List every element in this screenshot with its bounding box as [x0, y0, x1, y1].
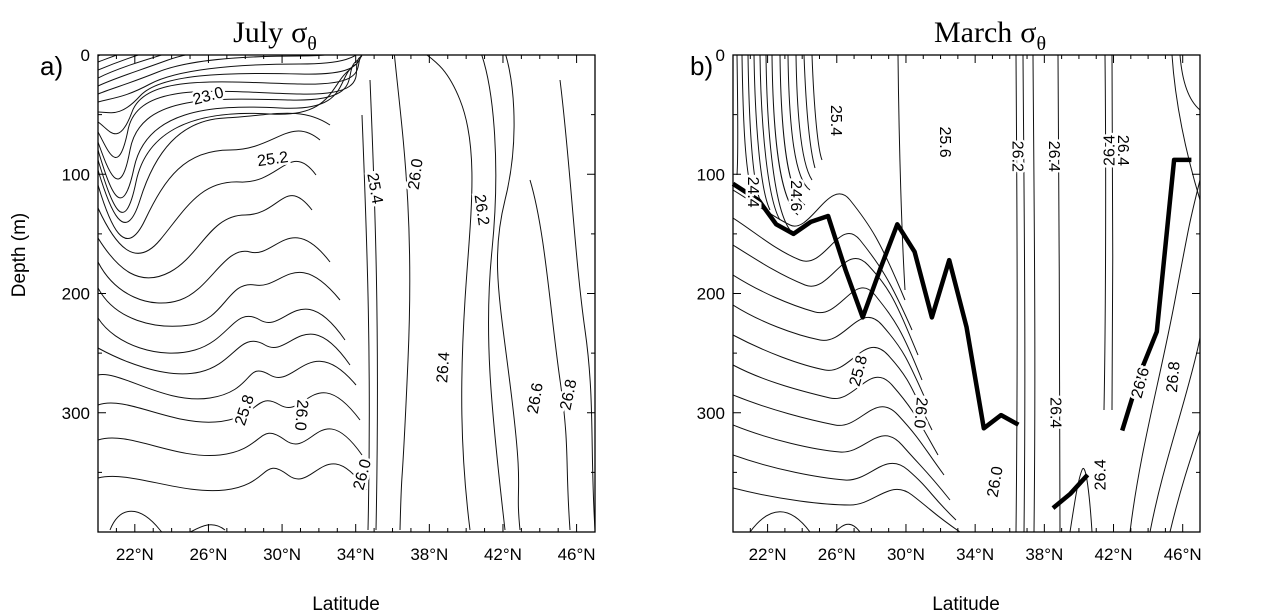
panel-a-contour-labels: 23.025.225.4 26.026.225.8 26.026.426.6 26.8… [189, 82, 583, 495]
contour-label: 26.0 [985, 465, 1007, 499]
panel-b-contour-labels: 24.4 24.625.425.6 26.2 26.4 26.426.425.826.0… [741, 103, 1186, 502]
panel-a-y-axis-label: Depth (m) [9, 213, 30, 297]
panel-b-title: March σθ [934, 16, 1046, 55]
contour-label: 26.0 [406, 158, 427, 191]
contour-label: 25.4 [363, 172, 385, 206]
contour-label: 25.4 [827, 105, 844, 136]
panel-b-y-tick-labels: 0 100 200 300 [697, 46, 725, 423]
contour-label: 26.6 [1129, 366, 1154, 401]
panel-b-contours [733, 55, 1200, 532]
panel-a: a) July σθ [9, 16, 596, 615]
contour-label: 26.2 [471, 193, 492, 226]
panel-b-label: b) [690, 51, 713, 81]
contour-label: 26.4 [434, 351, 453, 383]
contour-label: 26.8 [1164, 361, 1184, 394]
panel-a-title: July σθ [233, 16, 317, 55]
panel-a-x-tick-labels: 22°N 26°N 30°N 34°N 38°N 42°N 46°N [116, 545, 596, 564]
y-tick-label: 100 [62, 165, 90, 184]
contour-label: 26.0 [351, 457, 376, 492]
y-tick-label: 300 [697, 404, 725, 423]
contour-label: 26.0 [291, 399, 311, 432]
contour-label: 26.6 [525, 381, 547, 415]
panel-b-ticks [733, 54, 1200, 533]
x-tick-label: 46°N [558, 545, 596, 564]
x-tick-label: 30°N [263, 545, 301, 564]
x-tick-label: 42°N [1095, 545, 1133, 564]
panel-b-x-axis-label: Latitude [932, 594, 1000, 615]
x-tick-label: 26°N [818, 545, 856, 564]
y-tick-label: 0 [716, 46, 725, 65]
panel-b: b) March σθ [690, 16, 1202, 615]
panel-a-x-axis-label: Latitude [312, 594, 380, 615]
contour-label: 26.4 [1114, 135, 1131, 166]
panel-b-title-text: March [934, 16, 1012, 49]
panel-a-ticks [98, 54, 595, 533]
y-tick-label: 100 [697, 165, 725, 184]
contour-label: 23.0 [191, 84, 226, 109]
contour-label: 26.4 [1046, 397, 1063, 428]
mixed-layer-depth-line [1120, 157, 1192, 432]
panel-a-plot-frame [97, 54, 596, 533]
panel-a-y-tick-labels: 0 100 200 300 [62, 46, 90, 423]
contour-label: 24.6 [787, 180, 804, 211]
y-tick-label: 200 [62, 285, 90, 304]
y-tick-label: 200 [697, 285, 725, 304]
x-tick-label: 42°N [484, 545, 522, 564]
mixed-layer-depth-line [1051, 473, 1090, 510]
x-tick-label: 22°N [116, 545, 154, 564]
x-tick-label: 46°N [1164, 545, 1202, 564]
mixed-layer-depth-line [731, 181, 1020, 431]
contour-label: 25.8 [847, 354, 872, 389]
contour-label: 25.6 [936, 126, 953, 157]
contour-label: 25.2 [256, 149, 289, 170]
contour-label: 26.2 [1008, 141, 1025, 172]
x-tick-label: 26°N [189, 545, 227, 564]
panel-a-label: a) [40, 51, 63, 81]
x-tick-label: 34°N [956, 545, 994, 564]
panel-b-x-tick-labels: 22°N 26°N 30°N 34°N 38°N 42°N 46°N [749, 545, 1202, 564]
x-tick-label: 38°N [410, 545, 448, 564]
contour-label: 26.0 [910, 397, 930, 430]
contour-label: 26.4 [1093, 459, 1110, 490]
panel-a-contours [98, 55, 595, 532]
x-tick-label: 30°N [887, 545, 925, 564]
panel-b-mixed-layer-depth [731, 157, 1192, 510]
panel-a-title-text: July [233, 16, 283, 49]
contour-label: 26.4 [1045, 141, 1062, 172]
contour-label: 25.8 [232, 393, 258, 428]
panel-b-plot-frame [732, 54, 1201, 533]
y-tick-label: 300 [62, 404, 90, 423]
x-tick-label: 34°N [337, 545, 375, 564]
contour-label: 24.4 [744, 177, 761, 208]
x-tick-label: 38°N [1025, 545, 1063, 564]
x-tick-label: 22°N [749, 545, 787, 564]
contour-label: 26.4 [1101, 135, 1118, 166]
y-tick-label: 0 [81, 46, 90, 65]
